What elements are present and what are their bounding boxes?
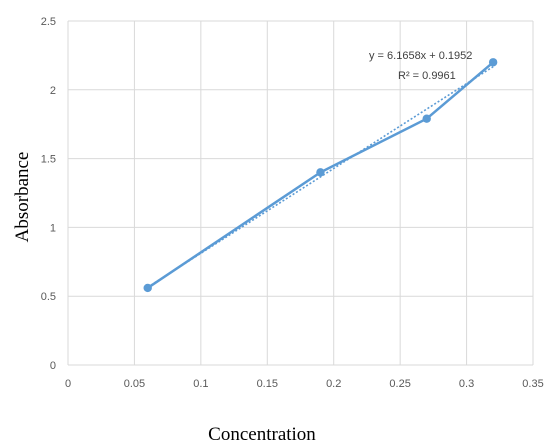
data-series	[143, 58, 498, 293]
x-tick-labels: 0 0.05 0.1 0.15 0.2 0.25 0.3 0.35	[65, 378, 544, 390]
x-tick-label: 0.35	[522, 378, 543, 390]
data-point	[143, 283, 152, 293]
x-axis-title: Concentration	[208, 424, 316, 445]
x-tick-label: 0.15	[257, 378, 278, 390]
x-tick-label: 0.25	[389, 378, 410, 390]
y-tick-label: 2.5	[41, 16, 56, 28]
x-tick-label: 0.2	[326, 378, 341, 390]
y-axis-title: Absorbance	[12, 152, 33, 243]
y-tick-label: 0.5	[41, 291, 56, 303]
x-tick-label: 0.1	[193, 378, 208, 390]
grid	[67, 20, 534, 366]
data-point	[422, 114, 431, 123]
y-tick-labels: 0 0.5 1 1.5 2 2.5	[41, 16, 56, 372]
series-line	[147, 61, 494, 289]
data-point	[316, 168, 325, 177]
x-tick-label: 0	[65, 378, 71, 390]
x-tick-label: 0.05	[124, 378, 145, 390]
x-tick-label: 0.3	[459, 378, 474, 390]
y-tick-label: 0	[50, 360, 56, 372]
data-point	[488, 58, 498, 67]
y-tick-label: 1	[50, 222, 56, 234]
y-tick-label: 1.5	[41, 154, 56, 166]
trendline-equation: y = 6.1658x + 0.1952	[369, 50, 472, 62]
y-tick-label: 2	[50, 85, 56, 97]
trendline-r-squared: R² = 0.9961	[398, 70, 456, 82]
